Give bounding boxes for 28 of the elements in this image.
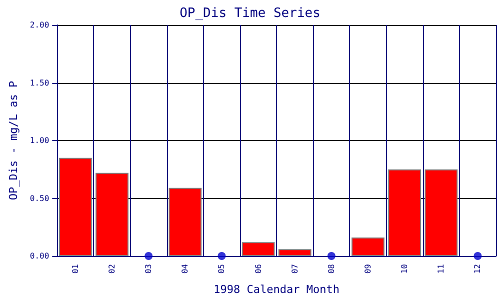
bar bbox=[352, 238, 384, 256]
x-tick-label: 04 bbox=[180, 264, 190, 274]
bar bbox=[424, 169, 458, 256]
x-axis-title: 1998 Calendar Month bbox=[214, 283, 340, 296]
y-tick-label: 2.00 bbox=[30, 20, 50, 30]
bar bbox=[242, 242, 275, 256]
y-tick-label: 0.50 bbox=[30, 194, 50, 203]
x-tick-label: 10 bbox=[400, 264, 410, 274]
bar bbox=[278, 249, 312, 256]
chart-title: OP_Dis Time Series bbox=[180, 6, 320, 21]
bar bbox=[168, 188, 202, 256]
x-tick-label: 01 bbox=[70, 264, 80, 274]
x-tick-label: 02 bbox=[108, 264, 117, 274]
x-tick-label: 06 bbox=[254, 264, 263, 274]
y-tick-label: 0.00 bbox=[30, 252, 50, 260]
x-tick-label: 11 bbox=[436, 264, 446, 274]
bar bbox=[96, 172, 128, 256]
bar bbox=[58, 158, 92, 256]
x-tick-label: 09 bbox=[364, 264, 373, 274]
x-tick-label: 08 bbox=[326, 264, 336, 274]
x-tick-label: 03 bbox=[144, 264, 154, 274]
y-tick-label: 1.00 bbox=[30, 136, 50, 145]
y-axis-title: OP_Dis - mg/L as P bbox=[7, 80, 20, 200]
x-tick-label: 07 bbox=[290, 264, 300, 274]
y-tick-label: 1.50 bbox=[30, 78, 50, 88]
bar bbox=[388, 169, 422, 256]
x-tick-label: 12 bbox=[473, 264, 482, 274]
x-tick-label: 05 bbox=[217, 264, 226, 274]
